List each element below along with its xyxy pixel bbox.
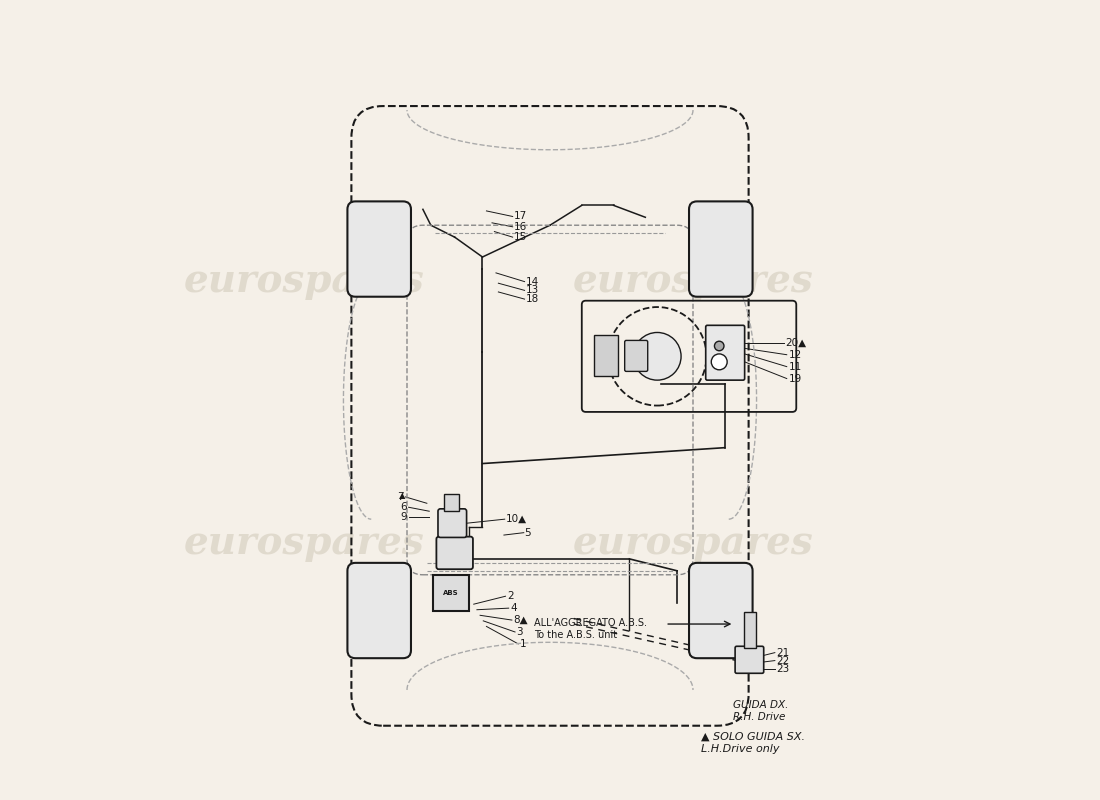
Bar [444, 494, 459, 511]
Text: 5: 5 [525, 528, 531, 538]
Text: 15: 15 [515, 232, 528, 242]
FancyBboxPatch shape [735, 646, 763, 674]
FancyBboxPatch shape [438, 509, 466, 538]
FancyBboxPatch shape [689, 563, 752, 658]
Text: 20▲: 20▲ [785, 338, 806, 348]
Text: eurospares: eurospares [573, 262, 813, 300]
Text: 18: 18 [526, 294, 539, 304]
Text: 12: 12 [789, 350, 802, 360]
Text: 4: 4 [510, 603, 517, 613]
Text: 14: 14 [526, 277, 539, 286]
FancyBboxPatch shape [437, 537, 473, 570]
FancyBboxPatch shape [625, 341, 648, 371]
Text: 11: 11 [789, 362, 802, 372]
Bar [433, 574, 469, 610]
Text: 17: 17 [515, 211, 528, 222]
Text: eurospares: eurospares [184, 524, 425, 562]
FancyBboxPatch shape [689, 202, 752, 297]
Text: 1: 1 [520, 639, 527, 649]
Text: 7: 7 [397, 492, 404, 502]
Text: 21: 21 [777, 648, 790, 658]
Text: 13: 13 [526, 286, 539, 295]
Circle shape [715, 342, 724, 350]
Text: GUIDA DX.
R.H. Drive: GUIDA DX. R.H. Drive [733, 700, 788, 722]
Bar [744, 612, 756, 648]
Text: ▲: ▲ [399, 491, 406, 500]
Text: ALL'AGGREGATO A.B.S.
To the A.B.S. unit: ALL'AGGREGATO A.B.S. To the A.B.S. unit [535, 618, 647, 640]
Circle shape [634, 333, 681, 380]
FancyBboxPatch shape [348, 563, 411, 658]
Text: 9: 9 [400, 512, 407, 522]
FancyBboxPatch shape [348, 202, 411, 297]
Text: 23: 23 [777, 663, 790, 674]
Text: ▲ SOLO GUIDA SX.
L.H.Drive only: ▲ SOLO GUIDA SX. L.H.Drive only [701, 732, 805, 754]
Bar [594, 335, 618, 376]
FancyBboxPatch shape [706, 326, 745, 380]
Text: eurospares: eurospares [184, 262, 425, 300]
Text: 19: 19 [789, 374, 802, 383]
Text: eurospares: eurospares [573, 524, 813, 562]
Text: 22: 22 [777, 655, 790, 666]
Text: 16: 16 [515, 222, 528, 232]
Text: 8▲: 8▲ [514, 615, 528, 625]
Text: 3: 3 [517, 627, 524, 637]
Circle shape [712, 354, 727, 370]
Text: ABS: ABS [443, 590, 459, 596]
Text: 10▲: 10▲ [506, 514, 527, 524]
Text: 2: 2 [507, 591, 514, 602]
Text: 6: 6 [400, 502, 407, 512]
